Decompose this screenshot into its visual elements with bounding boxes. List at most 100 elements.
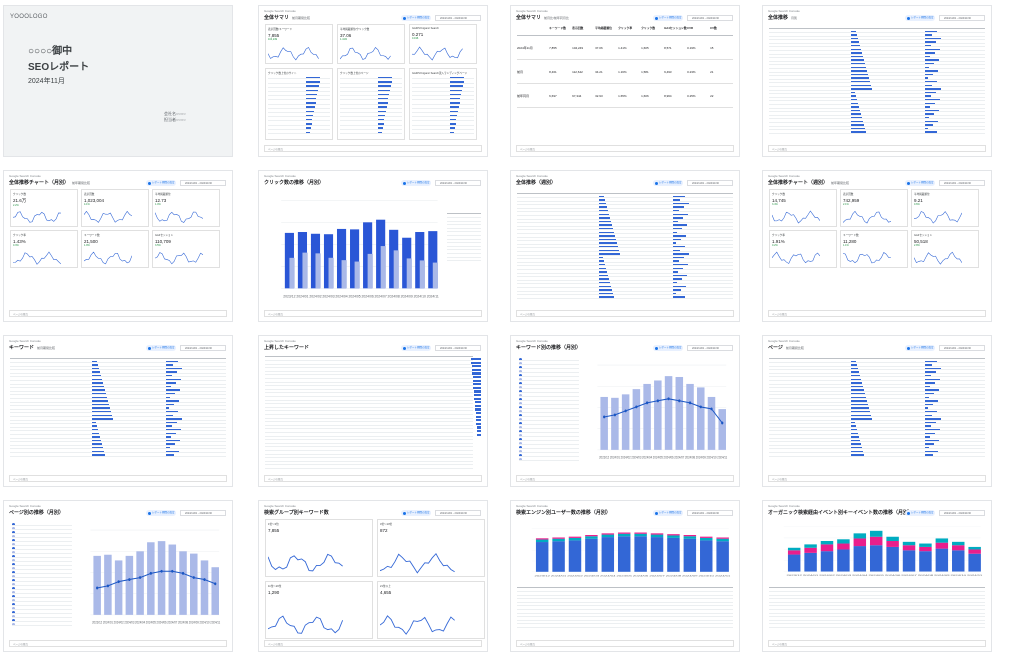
period-control-button[interactable]: レポート期間の設定 (905, 180, 935, 186)
report-page-p7[interactable]: Google Search Console 全体推移（週別） レポート期間の設定 20… (510, 170, 740, 322)
table-row (265, 383, 473, 387)
period-control-button[interactable]: レポート期間の設定 (146, 345, 176, 351)
cover-company: 会社名○○○○ (164, 111, 186, 116)
page-brand: Google Search Console (516, 174, 548, 178)
bar-segment (837, 549, 850, 572)
line-point (117, 580, 120, 584)
legend-dot (519, 430, 522, 433)
table-bar (92, 385, 105, 388)
list-item (519, 446, 579, 450)
period-control-button[interactable]: レポート期間の設定 (146, 510, 176, 516)
date-range-selector[interactable]: 2024/11/01 - 2024/11/30 (939, 345, 985, 351)
period-control-button[interactable]: レポート期間の設定 (905, 15, 935, 21)
kpi-delta: 1.0% (155, 203, 161, 206)
table-bar (599, 264, 606, 266)
period-control-button[interactable]: レポート期間の設定 (653, 180, 683, 186)
legend-dot (12, 591, 15, 594)
kpi-value: 0.271 (412, 32, 424, 37)
report-page-p8[interactable]: Google Search Console 全体推移チャート（週別） 前年期間比較レ… (762, 170, 992, 322)
ranking-table-title: クリック数上位のページ (340, 72, 369, 75)
report-page-p13[interactable]: Google Search Console ページ別の推移（月別） レポート期間の設… (3, 500, 233, 652)
list-item (12, 551, 72, 555)
line-point (710, 407, 713, 411)
table-row (517, 270, 733, 274)
date-range-selector[interactable]: 2024/11/01 - 2024/11/30 (687, 15, 733, 21)
table-row (517, 285, 733, 288)
report-page-p6[interactable]: Google Search Console クリック数の推移（月別） レポート期間の… (258, 170, 488, 322)
cover-page[interactable]: YOOOLOGO ○○○○御中 SEOレポート 2024年11月 会社名○○○○… (3, 5, 233, 157)
page-notes-box: ページの要点 (9, 310, 227, 317)
x-tick-label: 2024/05 (653, 455, 663, 459)
report-page-p9[interactable]: Google Search Console キーワード 前月期間比較 レポート期間の設… (3, 335, 233, 487)
report-page-p11[interactable]: Google Search Console キーワード別の推移（月別） レポート期間… (510, 335, 740, 487)
period-control-button[interactable]: レポート期間の設定 (905, 345, 935, 351)
page-title-text: クリック数の推移（月別） (264, 180, 325, 186)
summary-row: 2024年11月 7,855 104,249 37.06 1.41% 1,605 8,571… (517, 36, 733, 60)
date-range-selector[interactable]: 2024/11/01 - 2024/11/30 (939, 180, 985, 186)
report-page-p10[interactable]: Google Search Console 上昇したキーワード レポート期間の設定 2… (258, 335, 488, 487)
table-row (265, 376, 473, 379)
table-row (265, 394, 473, 397)
table-bar (924, 91, 936, 94)
x-tick-label: 2024/11 (717, 455, 727, 459)
period-control-button[interactable]: レポート期間の設定 (653, 345, 683, 351)
line-point (171, 569, 174, 573)
table-row (10, 367, 226, 371)
period-control-button[interactable]: レポート期間の設定 (653, 15, 683, 21)
bar-segment (886, 540, 899, 547)
table-bar (851, 127, 866, 130)
list-item (519, 374, 579, 378)
report-page-p16[interactable]: Google Search Console オーガニック検索経由イベント別キーイベ… (762, 500, 992, 652)
table-bar (924, 396, 929, 398)
rank-bar (474, 404, 481, 407)
date-range-selector[interactable]: 2024/11/01 - 2024/11/30 (687, 180, 733, 186)
period-control-button[interactable]: レポート期間の設定 (653, 510, 683, 516)
list-item (519, 454, 579, 458)
bar-segment (667, 537, 680, 572)
period-control-button[interactable]: レポート期間の設定 (401, 15, 431, 21)
date-range-selector[interactable]: 2024/11/01 - 2024/11/30 (939, 15, 985, 21)
legend-dot (12, 583, 15, 586)
bar-compare (380, 246, 386, 289)
period-control-button[interactable]: レポート期間の設定 (401, 510, 431, 516)
date-range-selector[interactable]: 2024/11/01 - 2024/11/30 (435, 15, 481, 21)
list-item (12, 547, 72, 551)
period-control-button[interactable]: レポート期間の設定 (146, 180, 176, 186)
table-bar (924, 117, 929, 119)
report-page-p14[interactable]: Google Search Console 検索グループ別キーワード数 レポート期間… (258, 500, 488, 652)
line-point (656, 399, 659, 403)
table-bar (924, 48, 940, 50)
kpi-value: 50,518 (914, 239, 928, 244)
date-range-selector[interactable]: 2024/11/01 - 2024/11/30 (939, 510, 985, 516)
date-range-selector[interactable]: 2024/11/01 - 2024/11/30 (435, 510, 481, 516)
report-page-p12[interactable]: Google Search Console ページ 前月期間比較 レポート期間の設定 2… (762, 335, 992, 487)
date-range-selector[interactable]: 2024/11/01 - 2024/11/30 (435, 180, 481, 186)
report-page-p3[interactable]: Google Search Console 全体サマリ 前月比/前年同月比 レポート期… (510, 5, 740, 157)
report-page-p2[interactable]: Google Search Console 全体サマリ 前月期間比較 レポート期間の設… (258, 5, 488, 157)
list-item (519, 450, 579, 454)
date-range-selector[interactable]: 2024/11/01 - 2024/11/30 (180, 180, 226, 186)
period-control-button[interactable]: レポート期間の設定 (905, 510, 935, 516)
x-tick-label: 2024/06 (633, 575, 649, 577)
table-bar (92, 432, 100, 434)
date-range-selector[interactable]: 2024/11/01 - 2024/11/30 (180, 345, 226, 351)
date-range-selector[interactable]: 2024/11/01 - 2024/11/30 (435, 345, 481, 351)
page-title-text: オーガニック検索経由イベント別キーイベント数の推移（月別） (768, 510, 914, 516)
report-page-p15[interactable]: Google Search Console 検索エンジン別ユーザー数の推移（月別）… (510, 500, 740, 652)
x-tick-label: 2024/06 (664, 455, 674, 459)
period-control-button[interactable]: レポート期間の設定 (401, 180, 431, 186)
period-control-button[interactable]: レポート期間の設定 (401, 345, 431, 351)
table-row (769, 385, 985, 389)
date-range-selector[interactable]: 2024/11/01 - 2024/11/30 (687, 510, 733, 516)
date-range-selector[interactable]: 2024/11/01 - 2024/11/30 (180, 510, 226, 516)
table-bar (92, 400, 109, 402)
date-range-selector[interactable]: 2024/11/01 - 2024/11/30 (687, 345, 733, 351)
table-bar (92, 443, 103, 445)
bar-segment (869, 536, 883, 546)
table-bar (672, 267, 683, 269)
report-page-p4[interactable]: Google Search Console 全体推移 月別 レポート期間の設定 2024… (762, 5, 992, 157)
table-bar (851, 41, 860, 43)
table-row (769, 112, 985, 116)
table-bar (599, 274, 609, 277)
report-page-p5[interactable]: Google Search Console 全体推移チャート（月別） 前年期間比較レ… (3, 170, 233, 322)
